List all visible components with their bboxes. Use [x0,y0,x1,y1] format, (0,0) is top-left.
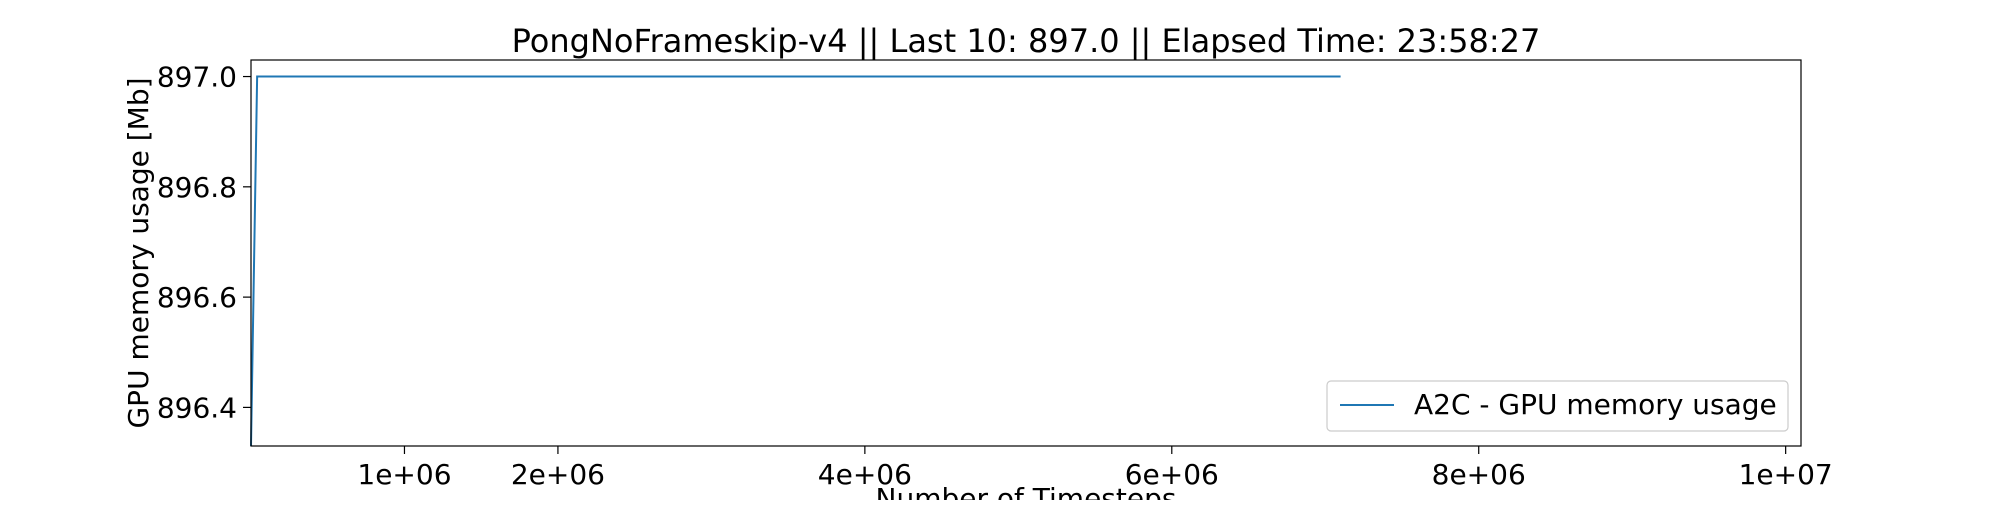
series-line-0 [250,75,1341,447]
plot-frame [250,59,1802,447]
y-axis-ticks: 896.4 896.6 896.8 897.0 [157,61,251,424]
legend-label: A2C - GPU memory usage [1414,388,1777,421]
legend: A2C - GPU memory usage [1326,380,1789,432]
y-tick-label: 896.8 [157,171,237,204]
x-tick-label: 4e+06 [818,458,912,491]
legend-box [1326,380,1789,432]
y-tick-label: 896.6 [157,281,237,314]
x-tick-label: 1e+07 [1739,458,1833,491]
x-tick-label: 8e+06 [1432,458,1526,491]
series-layer [250,75,1341,447]
chart-title: PongNoFrameskip-v4 || Last 10: 897.0 || … [512,22,1541,60]
y-tick-label: 897.0 [157,61,237,94]
x-tick-label: 1e+06 [357,458,451,491]
x-tick-label: 2e+06 [511,458,605,491]
y-axis-label: GPU memory usage [Mb] [122,77,155,428]
x-tick-label: 6e+06 [1125,458,1219,491]
x-axis-label: Number of Timesteps [876,482,1177,500]
y-tick-label: 896.4 [157,391,237,424]
x-axis-ticks: 1e+06 2e+06 4e+06 6e+06 8e+06 1e+07 [357,446,1833,491]
